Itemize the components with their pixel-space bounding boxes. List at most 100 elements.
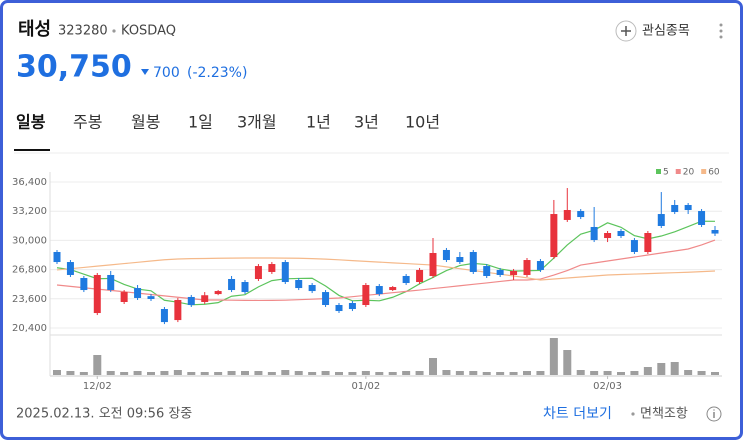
moving-average: [56, 239, 716, 302]
volume-bar: [402, 371, 411, 375]
candle-body: [483, 266, 491, 276]
candle-body: [187, 296, 195, 306]
volume-bar: [617, 372, 625, 375]
moving-average: [56, 257, 716, 281]
volume-bar: [670, 362, 679, 375]
candle-body: [523, 260, 531, 275]
market: KOSDAQ: [121, 24, 176, 39]
candle-body: [107, 274, 115, 291]
volume-bar: [469, 371, 478, 375]
candle-body: [335, 305, 343, 312]
volume-bar: [455, 371, 464, 375]
volume-bar: [549, 338, 558, 375]
volume-bar: [684, 370, 693, 375]
tab[interactable]: 일봉: [16, 113, 46, 132]
candle-body: [254, 266, 262, 279]
volume-bar: [227, 371, 236, 375]
y-tick-label: 33,200: [12, 206, 47, 217]
candle-body: [147, 296, 155, 299]
volume-bar: [214, 372, 223, 375]
volume-bar: [79, 372, 88, 375]
candle-body: [442, 249, 450, 261]
dot: [112, 29, 116, 33]
info-icon[interactable]: [706, 406, 722, 422]
candle-body: [577, 211, 585, 218]
y-tick-label: 30,000: [12, 235, 47, 246]
volume-bar: [267, 372, 276, 375]
add-icon[interactable]: [615, 20, 637, 42]
tab[interactable]: 1일: [188, 113, 213, 132]
candle-body: [134, 288, 142, 298]
tab[interactable]: 3개월: [237, 113, 277, 132]
candle-body: [322, 292, 330, 306]
tab[interactable]: 주봉: [73, 113, 102, 132]
candle-body: [160, 309, 168, 323]
tab[interactable]: 월봉: [131, 113, 160, 132]
volume-bar: [603, 371, 612, 375]
candle-body: [550, 214, 558, 258]
volume-bar: [254, 371, 263, 375]
volume-bar: [590, 371, 599, 375]
legend-label: 5: [663, 168, 669, 178]
plus: [621, 26, 631, 36]
disclaimer[interactable]: 면책조항: [640, 407, 688, 422]
candle-body: [563, 210, 571, 220]
candle-body: [120, 292, 128, 302]
y-tick-label: 36,400: [12, 177, 47, 188]
volume-bar: [348, 372, 357, 375]
volume-bar: [173, 370, 182, 375]
y-tick-label: 23,600: [12, 294, 47, 305]
volume-bar: [294, 371, 303, 375]
tab[interactable]: 3년: [354, 113, 379, 132]
stock-name: 태성: [18, 19, 51, 40]
change-pct: (-2.23%): [187, 65, 247, 81]
tabs: 일봉 주봉 월봉 1일 3개월 1년 3년 10년: [16, 113, 440, 132]
volume-bar: [120, 372, 129, 375]
legend-swatch: [675, 169, 681, 174]
y-tick-label: 20,400: [12, 323, 47, 334]
volume-bar: [563, 350, 572, 375]
more-link[interactable]: 차트 더보기: [543, 406, 612, 422]
legend-label: 20: [683, 168, 695, 178]
candle-body: [241, 282, 249, 293]
volume-bar: [536, 371, 545, 375]
volume-bar: [321, 371, 330, 375]
tab[interactable]: 1년: [306, 113, 331, 132]
more-menu[interactable]: [719, 23, 723, 39]
down-arrow: [141, 69, 149, 75]
volume-bar: [442, 370, 451, 375]
volume-bar: [576, 370, 585, 375]
volume-bar: [335, 372, 343, 375]
candle-body: [268, 264, 276, 272]
volume-bar: [643, 367, 652, 375]
volume-bar: [375, 372, 384, 375]
volume-bar: [308, 372, 317, 375]
volume-bar: [281, 370, 290, 375]
candle-body: [604, 233, 612, 239]
moving-average: [56, 220, 716, 306]
volume-bar: [415, 371, 424, 375]
volume-bar: [711, 372, 719, 375]
candle-body: [644, 233, 652, 252]
candle-body: [671, 204, 679, 213]
volume-bar: [66, 371, 75, 375]
volume-bar: [482, 372, 491, 375]
tab[interactable]: 10년: [405, 113, 440, 132]
watch-button[interactable]: 관심종목: [642, 24, 690, 39]
volume-bar: [509, 372, 518, 375]
candle-body: [201, 295, 209, 302]
candle-body: [469, 251, 477, 272]
candle-body: [174, 299, 182, 321]
candle-body: [402, 275, 410, 284]
volume-bar: [523, 371, 531, 375]
candle-body: [53, 251, 61, 263]
volume-bar: [187, 372, 196, 375]
volume-bar: [429, 358, 437, 375]
volume-bar: [697, 371, 706, 375]
candle-body: [214, 291, 222, 295]
candle-body: [80, 277, 88, 291]
candle-body: [416, 269, 424, 283]
candle-body: [228, 278, 236, 291]
